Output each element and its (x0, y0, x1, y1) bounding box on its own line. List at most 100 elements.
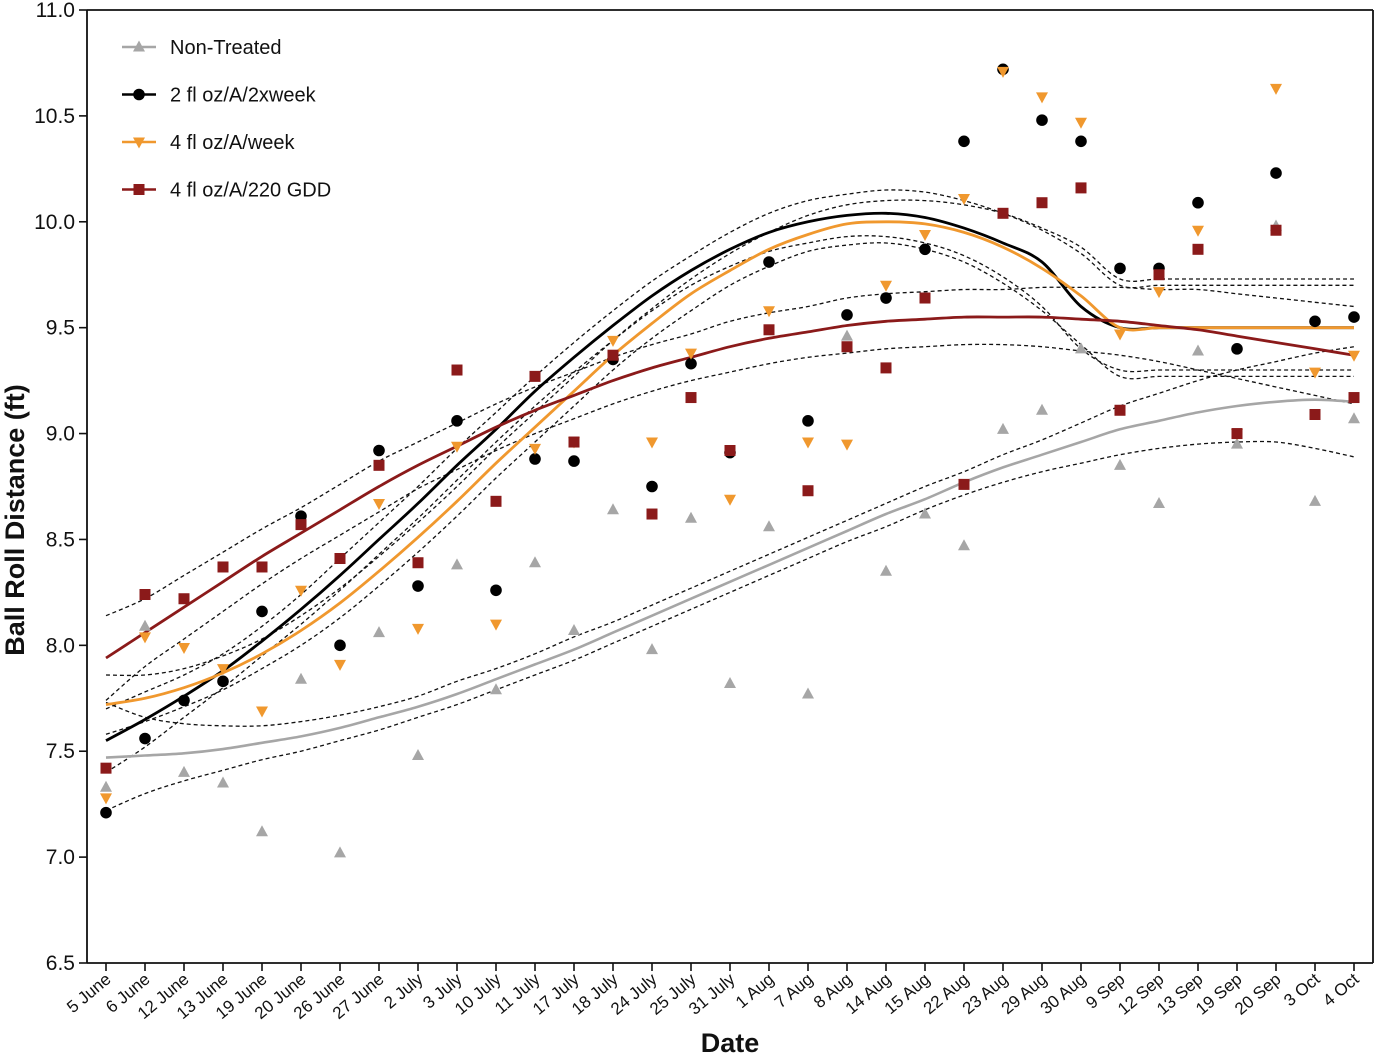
series-3-point (724, 444, 736, 456)
series-0-point (1348, 412, 1360, 424)
series-3-point (334, 553, 346, 565)
series-0-point (1075, 342, 1087, 354)
series-0-point (256, 825, 268, 837)
series-0-point (568, 624, 580, 636)
legend-item: 2 fl oz/A/2xweek (122, 85, 317, 107)
legend-label: 4 fl oz/A/week (170, 132, 296, 154)
series-2-point (1153, 287, 1165, 299)
series-3-point (1153, 269, 1165, 281)
x-tick-label: 3 Oct (1280, 969, 1324, 1010)
series-3-point (1192, 243, 1204, 255)
series-0-point (295, 672, 307, 684)
series-2-point (841, 439, 853, 451)
series-2-point (1036, 92, 1048, 104)
series-2-point (1192, 225, 1204, 237)
series-3-point (295, 519, 307, 531)
series-0-point (412, 748, 424, 760)
series-2-point (529, 443, 541, 455)
series-3-point (451, 364, 463, 376)
series-3-point (685, 392, 697, 404)
series-1-point (1309, 315, 1321, 328)
x-tick-label: 5 June (63, 970, 114, 1017)
series-0-point (490, 683, 502, 695)
series-3-point (100, 762, 112, 774)
legend-label: 4 fl oz/A/220 GDD (170, 180, 331, 202)
series-0-point (1036, 403, 1048, 415)
series-1-ci-upper-band (105, 189, 1354, 710)
series-0-point (685, 511, 697, 523)
series-1-point (373, 444, 385, 457)
series-2-point (373, 498, 385, 510)
legend: Non-Treated 2 fl oz/A/2xweek 4 fl oz/A/wee… (122, 37, 331, 202)
series-1-point (529, 453, 541, 465)
series-0-point (646, 643, 658, 655)
series-3-point (217, 561, 229, 573)
confidence-bands (105, 189, 1355, 812)
series-3-point (1231, 428, 1243, 440)
series-2-point (1114, 329, 1126, 341)
series-3-point (568, 436, 580, 448)
y-tick-label: 6.5 (46, 952, 75, 975)
x-tick-label: 30 Aug (1037, 970, 1090, 1019)
y-tick-label: 9.0 (46, 423, 75, 446)
series-1-point (490, 584, 502, 597)
series-2-point (724, 494, 736, 506)
series-0-point (802, 687, 814, 699)
series-1-fit-line (105, 211, 1354, 742)
x-axis-title: Date (701, 1028, 760, 1057)
series-2-point (919, 229, 931, 241)
series-1-point (841, 309, 853, 321)
series-3-point (958, 478, 970, 490)
series-3-point (529, 370, 541, 382)
series-1-point (646, 480, 658, 493)
series-3-point (841, 341, 853, 353)
y-tick-label: 11.0 (36, 0, 75, 22)
series-0-point (919, 507, 931, 519)
y-tick-label: 8.5 (46, 528, 75, 551)
series-3-point (763, 324, 775, 336)
series-0-point (1231, 437, 1243, 449)
series-0-point (100, 780, 112, 792)
x-tick-label: 1 Aug (732, 970, 778, 1013)
series-0-point (529, 556, 541, 568)
series-3-point (607, 349, 619, 361)
legend-label: Non-Treated (170, 37, 282, 59)
series-2-point (1270, 83, 1282, 95)
series-1-point (334, 639, 346, 652)
y-tick-label: 10.0 (34, 211, 75, 234)
series-0-point (997, 422, 1009, 434)
series-1-point (763, 256, 775, 268)
series-1-point (295, 510, 307, 522)
series-2-point (295, 585, 307, 597)
series-1-point (217, 675, 229, 688)
series-0-point (880, 564, 892, 576)
series-1-point (1075, 135, 1087, 148)
series-0-point (607, 503, 619, 515)
series-2-point (997, 66, 1009, 78)
series-3-point (1036, 197, 1048, 209)
series-3-point (139, 589, 151, 601)
legend-item: 4 fl oz/A/220 GDD (122, 180, 331, 202)
series-2-point (334, 659, 346, 671)
series-0-point (1192, 344, 1204, 356)
series-2-point (100, 793, 112, 805)
series-2-ci-lower-band (105, 242, 1354, 735)
series-3-point (412, 557, 424, 569)
series-1-point (568, 455, 580, 467)
series-3-point (1348, 392, 1360, 404)
series-0-point (217, 776, 229, 788)
x-tick-label: 2 July (380, 969, 427, 1012)
series-2-point (217, 664, 229, 676)
series-1-point (1348, 311, 1360, 323)
series-0-point (139, 619, 151, 631)
series-2-point (1075, 117, 1087, 129)
legend-label: 2 fl oz/A/2xweek (170, 85, 317, 107)
y-tick-label: 9.5 (46, 317, 75, 340)
series-0-point (841, 329, 853, 341)
series-2-point (256, 706, 268, 718)
legend-swatch-marker (133, 184, 145, 195)
series-2-point (802, 437, 814, 449)
series-2-point (607, 335, 619, 347)
series-2-fit-line (105, 220, 1354, 706)
